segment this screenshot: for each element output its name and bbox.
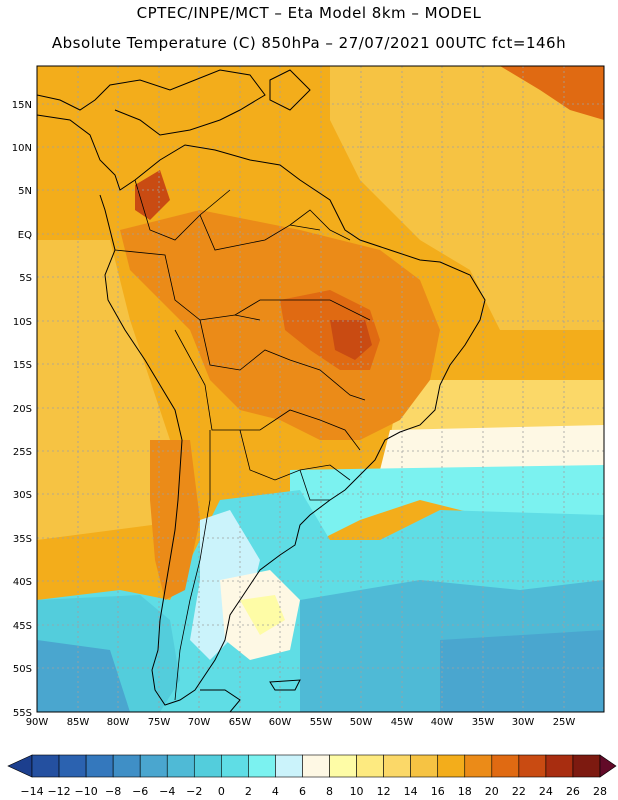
colorbar-label: 20 xyxy=(485,785,499,798)
lat-label: 5S xyxy=(19,273,32,284)
lon-label: 40W xyxy=(431,717,454,728)
colorbar-swatch xyxy=(112,754,141,778)
lon-label: 65W xyxy=(229,717,252,728)
lon-label: 60W xyxy=(269,717,292,728)
coastlines xyxy=(37,69,486,712)
colorbar-label: 10 xyxy=(350,785,364,798)
lon-label: 50W xyxy=(350,717,373,728)
lat-label: 35S xyxy=(13,534,32,545)
colorbar-label: 2 xyxy=(245,785,252,798)
longitude-labels: 90W 85W 80W 75W 70W 65W 60W 55W 50W 45W … xyxy=(26,717,576,728)
colorbar: −14 −12 −10 −8 −6 −4 −2 0 2 4 6 8 10 12 14 16 18 20 22 24 26… xyxy=(7,754,617,798)
colorbar-label: 6 xyxy=(299,785,306,798)
colorbar-min-arrow xyxy=(7,754,33,778)
colorbar-swatch xyxy=(58,754,87,778)
lon-label: 55W xyxy=(310,717,333,728)
colorbar-swatch xyxy=(383,754,411,778)
colorbar-swatch xyxy=(139,754,168,778)
colorbar-label: −2 xyxy=(186,785,202,798)
lat-label: 30S xyxy=(13,490,32,501)
lat-label: EQ xyxy=(18,230,32,241)
colorbar-label: 16 xyxy=(431,785,445,798)
colorbar-swatch xyxy=(248,754,276,778)
colorbar-swatch xyxy=(437,754,466,778)
colorbar-label: −14 xyxy=(20,785,43,798)
lat-label: 25S xyxy=(13,447,32,458)
colorbar-swatch xyxy=(572,754,601,778)
colorbar-label: 0 xyxy=(218,785,225,798)
chart-subtitle: Absolute Temperature (C) 850hPa – 27/07/… xyxy=(51,34,567,52)
colorbar-label: 24 xyxy=(539,785,553,798)
lat-label: 5N xyxy=(18,186,32,197)
colorbar-swatch xyxy=(356,754,384,778)
lat-label: 10N xyxy=(12,143,32,154)
colorbar-label: 8 xyxy=(326,785,333,798)
colorbar-swatch xyxy=(410,754,439,778)
colorbar-swatch xyxy=(302,754,330,778)
colorbar-swatch xyxy=(329,754,357,778)
lat-label: 50S xyxy=(13,664,32,675)
lat-label: 40S xyxy=(13,577,32,588)
colorbar-label: 22 xyxy=(512,785,526,798)
lon-label: 30W xyxy=(512,717,535,728)
colorbar-label: −8 xyxy=(105,785,121,798)
lat-label: 20S xyxy=(13,404,32,415)
temperature-field xyxy=(37,66,604,712)
colorbar-swatch xyxy=(85,754,114,778)
lon-label: 45W xyxy=(391,717,414,728)
colorbar-swatch xyxy=(166,754,195,778)
colorbar-label: 14 xyxy=(404,785,418,798)
colorbar-label: −12 xyxy=(47,785,70,798)
colorbar-label: 12 xyxy=(377,785,391,798)
colorbar-swatch xyxy=(491,754,520,778)
country-borders xyxy=(114,179,371,701)
lon-label: 90W xyxy=(26,717,49,728)
lon-label: 35W xyxy=(472,717,495,728)
lon-label: 75W xyxy=(148,717,171,728)
colorbar-label: −6 xyxy=(132,785,148,798)
lat-label: 55S xyxy=(13,708,32,719)
colorbar-swatch xyxy=(545,754,574,778)
colorbar-label: 26 xyxy=(566,785,580,798)
colorbar-swatch xyxy=(193,754,222,778)
colorbar-swatch xyxy=(275,754,303,778)
colorbar-max-arrow xyxy=(599,754,617,778)
colorbar-label: 28 xyxy=(593,785,607,798)
colorbar-swatch xyxy=(518,754,547,778)
map-frame xyxy=(36,65,605,713)
lon-label: 25W xyxy=(553,717,576,728)
lat-label: 45S xyxy=(13,621,32,632)
lon-label: 80W xyxy=(107,717,130,728)
chart-title: CPTEC/INPE/MCT – Eta Model 8km – MODEL xyxy=(136,4,482,22)
lon-label: 85W xyxy=(67,717,90,728)
colorbar-swatch xyxy=(221,754,249,778)
lat-label: 10S xyxy=(13,317,32,328)
colorbar-label: −4 xyxy=(159,785,175,798)
colorbar-label: −10 xyxy=(74,785,97,798)
latitude-labels: 15N 10N 5N EQ 5S 10S 15S 20S 25S 30S 35S… xyxy=(12,100,32,719)
lat-label: 15S xyxy=(13,360,32,371)
colorbar-swatch xyxy=(31,754,60,778)
lon-label: 70W xyxy=(188,717,211,728)
colorbar-label: 4 xyxy=(272,785,279,798)
colorbar-swatch xyxy=(464,754,493,778)
lat-label: 15N xyxy=(12,100,32,111)
colorbar-label: 18 xyxy=(458,785,472,798)
